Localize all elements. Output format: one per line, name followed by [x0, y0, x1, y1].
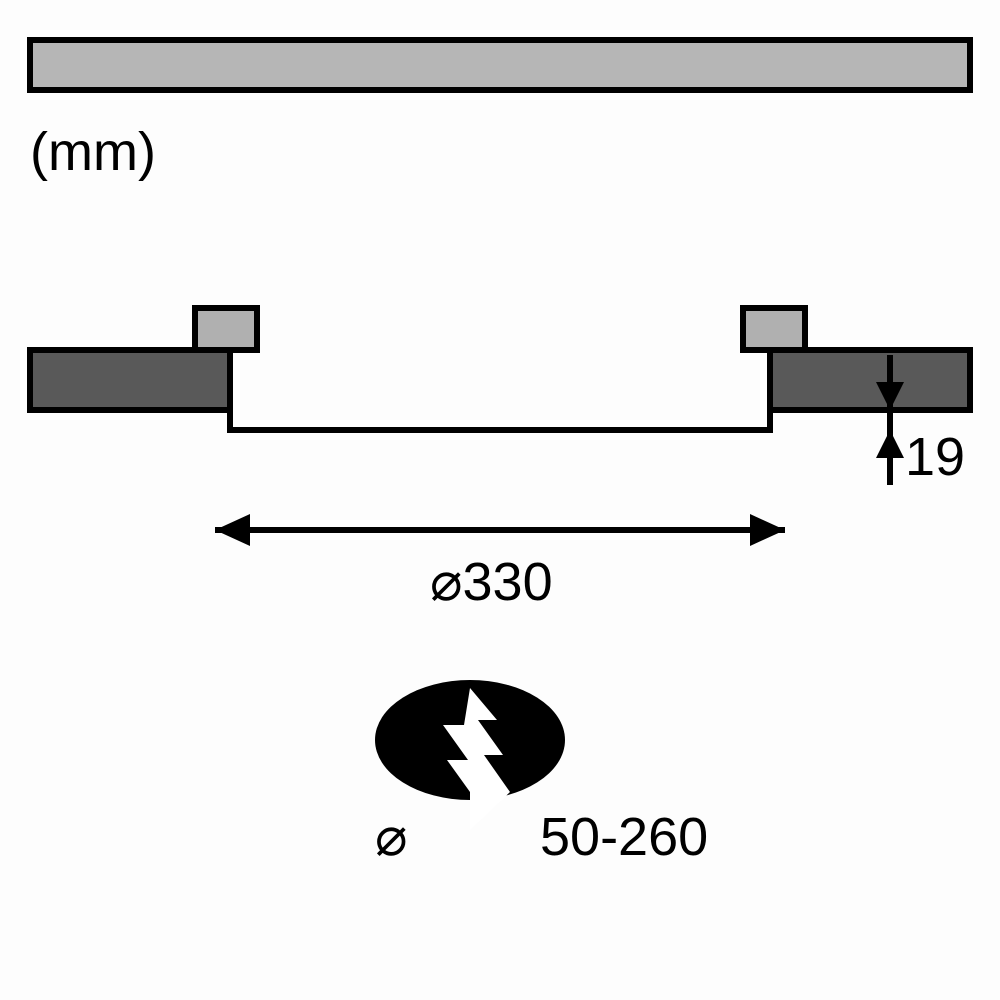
dim-diameter-label: ⌀330	[430, 552, 553, 612]
cutout-diameter-symbol: ⌀	[375, 807, 408, 867]
ceiling-right	[770, 350, 970, 410]
top-bar	[30, 40, 970, 90]
cutout-range: 50-260	[540, 807, 708, 867]
unit-label: (mm)	[30, 122, 156, 182]
dim-thickness-value: 19	[905, 427, 965, 487]
clip-right	[743, 308, 805, 350]
panel-outline	[185, 410, 815, 430]
cutout-icon: ⌀ 50-260	[375, 680, 708, 867]
ceiling-left	[30, 350, 230, 410]
dim-diameter: ⌀330	[215, 514, 785, 612]
clip-left	[195, 308, 257, 350]
